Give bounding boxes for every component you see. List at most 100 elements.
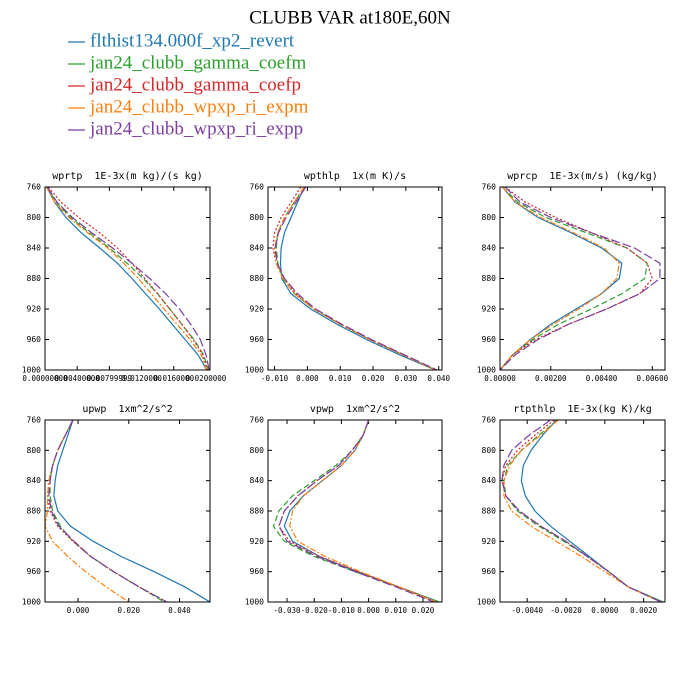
line-series [46,187,209,370]
line-series [46,187,208,370]
x-tick-label: 0.00600 [637,374,669,383]
y-tick-label: 760 [27,183,42,192]
y-tick-label: 760 [482,416,497,425]
y-tick-label: 920 [27,537,42,546]
x-tick-label: 0.040 [427,374,450,383]
legend-label: jan24_clubb_wpxp_ri_expm [89,96,309,117]
x-tick-label: 0.000 [296,374,319,383]
plot-frame [44,186,211,371]
x-tick-label: 0.0160000 [153,374,194,383]
x-tick-label: 0.010 [329,374,352,383]
legend-label: jan24_clubb_gamma_coefp [89,74,301,95]
line-series [500,187,648,370]
y-tick-label: 800 [482,446,497,455]
legend-label: jan24_clubb_wpxp_ri_expp [89,118,303,139]
y-tick-label: 800 [27,213,42,222]
y-tick-label: 1000 [245,598,264,607]
x-tick-label: 0.00400000 [55,374,101,383]
y-tick-label: 1000 [477,598,496,607]
panel-title: upwp 1xm^2/s^2 [82,404,172,415]
y-tick-label: 800 [482,213,497,222]
panel: wprcp 1E-3x(m/s) (kg/kg) 760 800 840 880 920 9… [477,171,669,383]
panel-title: rtpthlp 1E-3x(kg K)/kg [513,404,651,415]
line-series [53,420,210,602]
y-tick-label: 960 [250,335,265,344]
x-tick-label: 0.00000000 [22,374,68,383]
line-series [273,187,436,370]
legend-label: flthist134.000f_xp2_revert [90,30,295,51]
y-tick-label: 880 [482,507,497,516]
panel: wprtp 1E-3x(m kg)/(s kg) 760 800 840 880 920 9… [22,171,227,383]
x-tick-label: 0.0000 [591,606,619,615]
x-tick-label: 0.020 [412,606,435,615]
line-series [500,187,623,370]
x-tick-label: 0.0120000 [121,374,162,383]
y-tick-label: 880 [27,274,42,283]
line-series [48,420,168,602]
y-tick-label: 880 [250,507,265,516]
x-tick-label: 0.000 [357,606,380,615]
y-tick-label: 960 [250,567,265,576]
x-tick-label: 0.0020 [630,606,658,615]
y-tick-label: 840 [27,476,42,485]
figure-title: CLUBB VAR at180E,60N [249,7,451,28]
line-series [500,187,661,370]
legend-label: jan24_clubb_gamma_coefm [89,52,307,73]
panel: vpwp 1xm^2/s^2 760 800 840 880 920 960 1000 -0.0… [245,404,443,615]
panel-title: wprcp 1E-3x(m/s) (kg/kg) [507,171,658,182]
line-series [47,187,209,370]
line-series [278,420,435,602]
x-tick-label: 0.020 [362,374,385,383]
x-tick-label: 0.020 [117,606,140,615]
y-tick-label: 760 [250,183,265,192]
plot-frame [267,419,443,603]
y-tick-label: 840 [482,244,497,253]
y-tick-label: 1000 [22,366,41,375]
x-tick-label: -0.030 [273,606,301,615]
panel-title: vpwp 1xm^2/s^2 [310,404,400,415]
x-tick-label: -0.020 [301,606,329,615]
x-tick-label: -0.010 [261,374,289,383]
y-tick-label: 840 [250,244,265,253]
plot-frame [267,186,443,371]
y-tick-label: 920 [250,305,265,314]
y-tick-label: 800 [250,213,265,222]
y-tick-label: 800 [250,446,265,455]
y-tick-label: 960 [482,567,497,576]
panel-title: wpthlp 1x(m K)/s [304,171,406,182]
y-tick-label: 760 [482,183,497,192]
y-tick-label: 800 [27,446,42,455]
line-series [289,420,437,602]
y-tick-label: 960 [27,567,42,576]
x-tick-label: 0.0200000 [186,374,227,383]
x-tick-label: 0.040 [168,606,191,615]
panel-title: wprtp 1E-3x(m kg)/(s kg) [52,171,203,182]
y-tick-label: 880 [250,274,265,283]
line-series [45,420,130,602]
y-tick-label: 880 [27,507,42,516]
line-series [46,187,210,370]
x-tick-label: 0.00200 [535,374,567,383]
plot-frame [499,186,666,371]
x-tick-label: 0.030 [395,374,418,383]
panel: wpthlp 1x(m K)/s 760 800 840 880 920 960 1000-0… [245,171,451,383]
line-series [503,420,664,602]
x-tick-label: 0.00000 [484,374,516,383]
line-series [501,420,662,602]
y-tick-label: 1000 [477,366,496,375]
y-tick-label: 920 [250,537,265,546]
plot-frame [44,419,211,603]
x-tick-label: -0.0020 [550,606,582,615]
y-tick-label: 880 [482,274,497,283]
line-series [500,187,620,370]
y-tick-label: 920 [482,305,497,314]
y-tick-label: 840 [250,476,265,485]
line-series [279,187,436,370]
plot-frame [499,419,666,603]
y-tick-label: 840 [27,244,42,253]
y-tick-label: 920 [482,537,497,546]
y-tick-label: 920 [27,305,42,314]
